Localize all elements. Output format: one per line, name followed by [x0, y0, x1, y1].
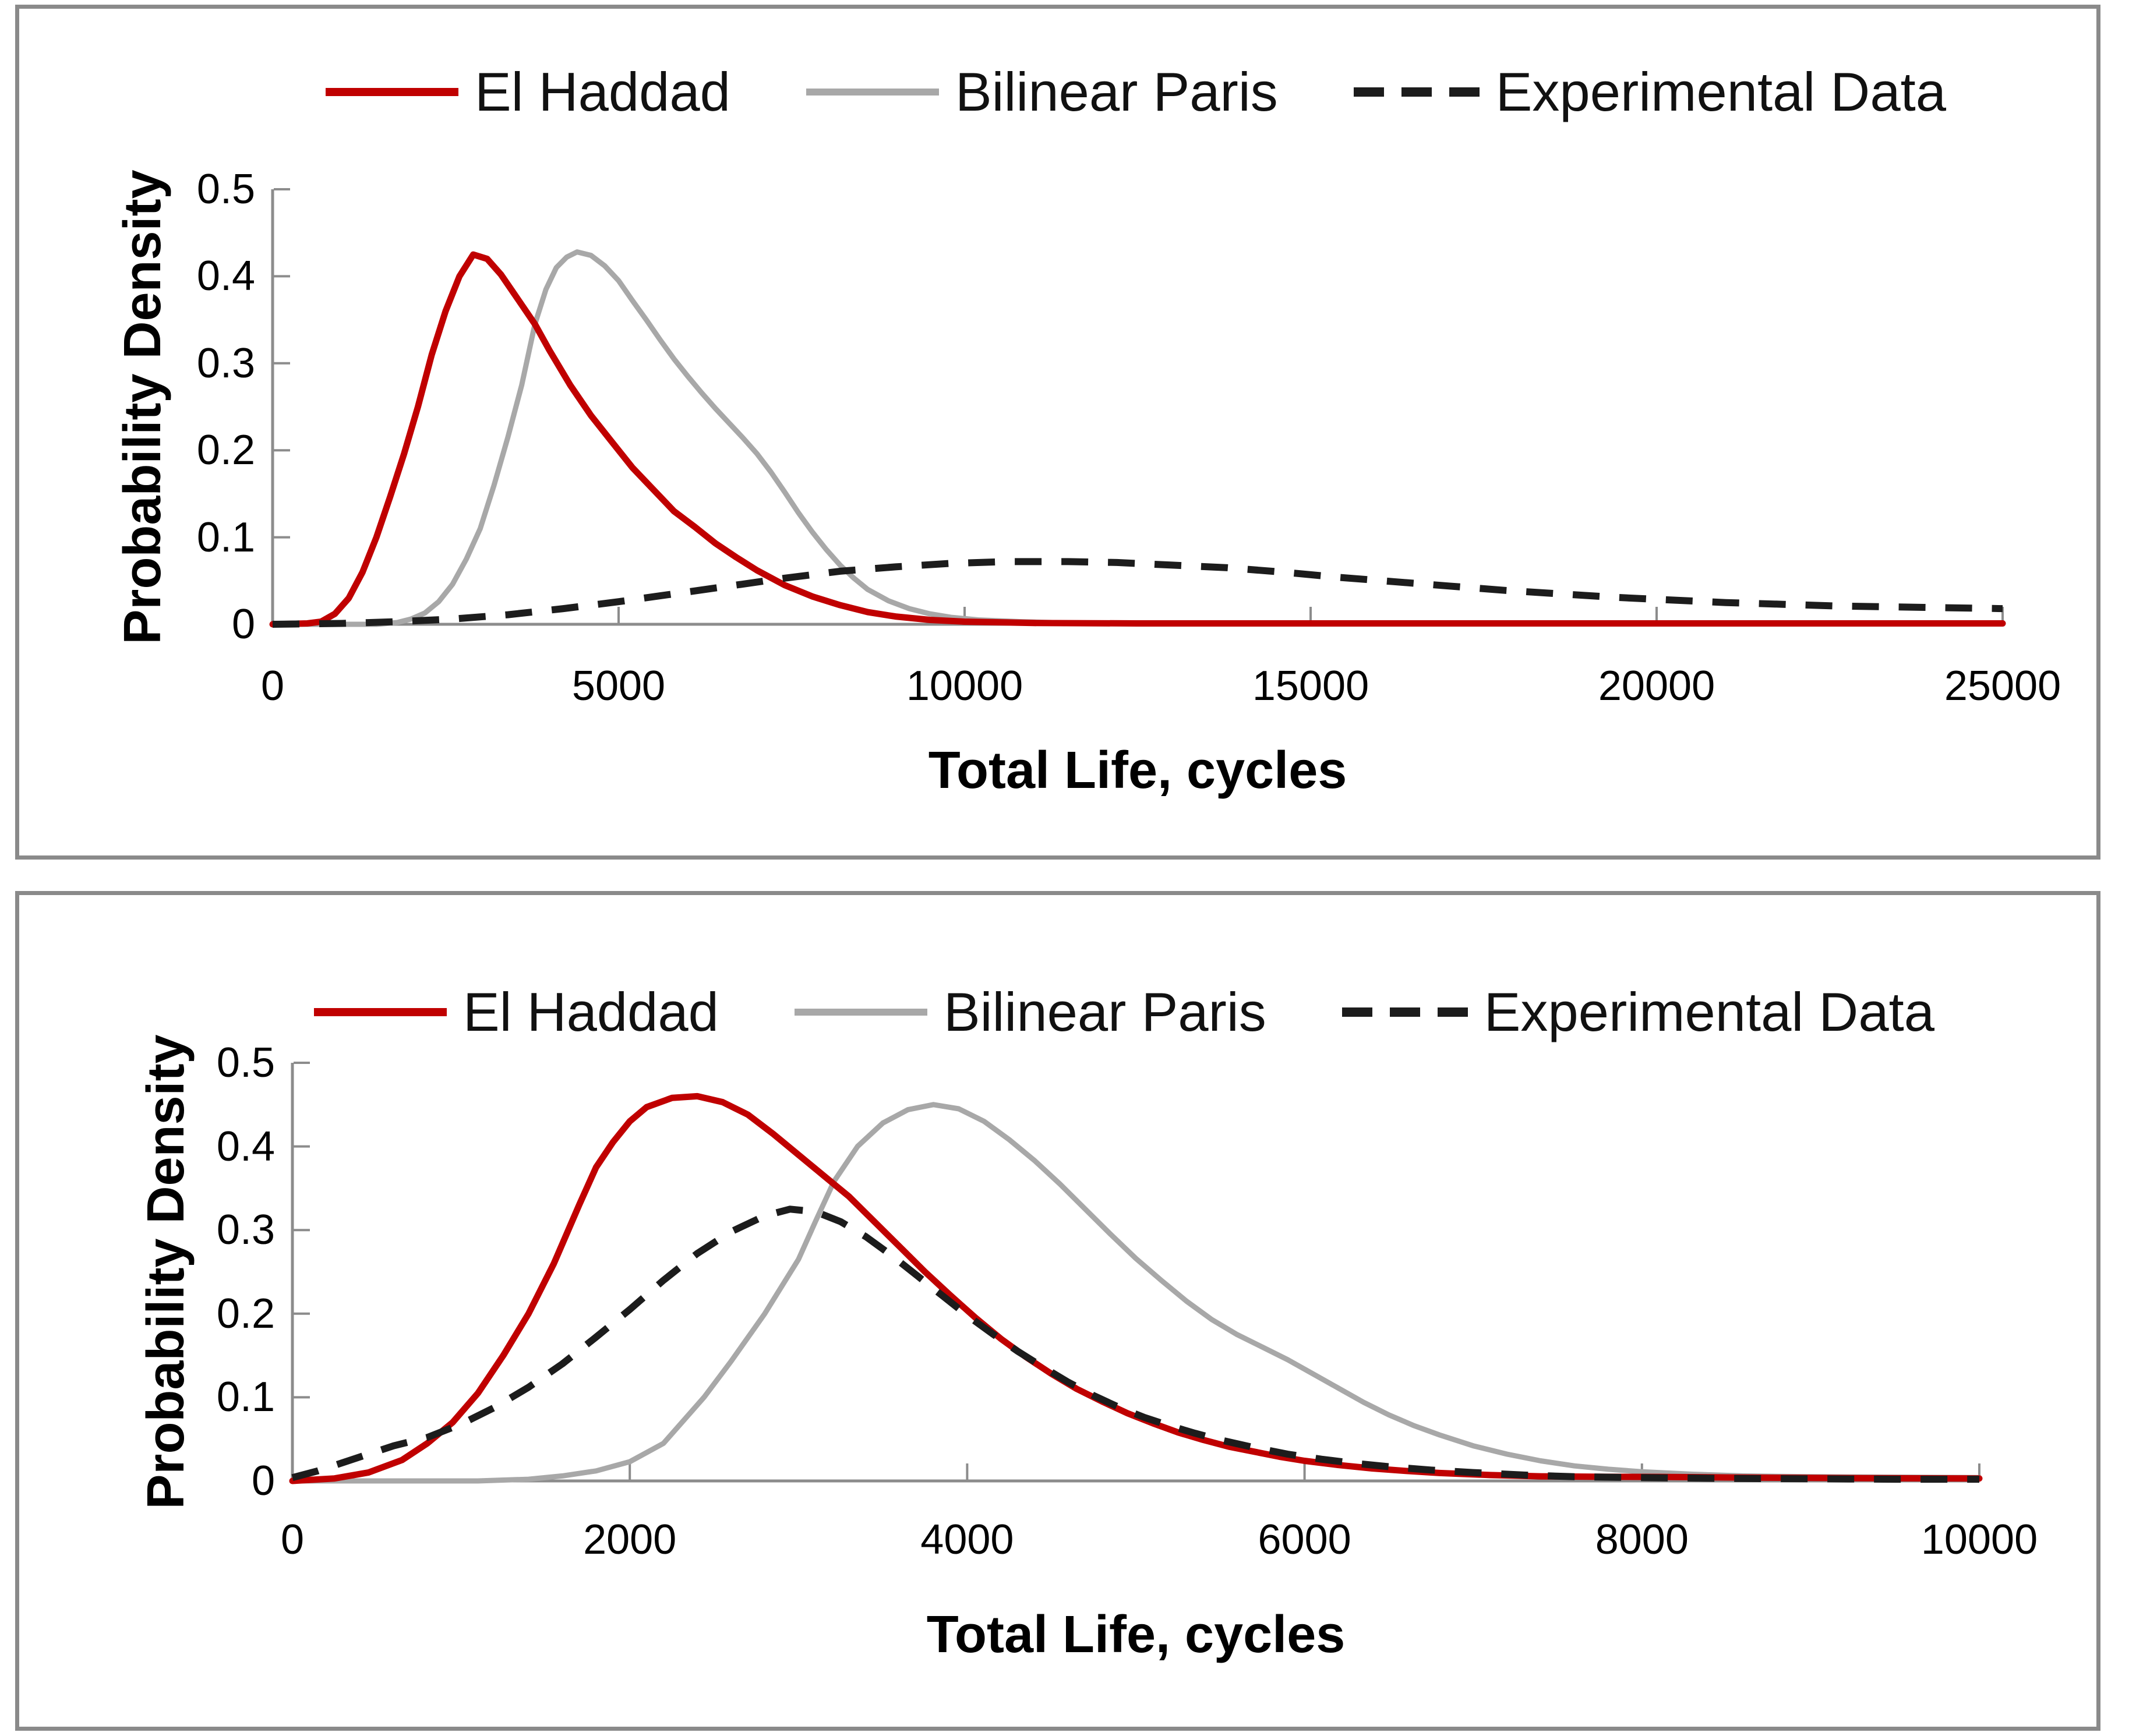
x-tick-label: 6000: [1258, 1516, 1351, 1563]
x-tick-label: 25000: [1944, 663, 2061, 709]
x-tick-label: 15000: [1252, 663, 1369, 709]
y-tick-label: 0.3: [196, 340, 255, 387]
chart-panel-top: [15, 5, 2100, 860]
experimental-data-line-sample: [1353, 87, 1480, 97]
x-tick-label: 8000: [1595, 1516, 1689, 1563]
legend-bottom-chart: El Haddad Bilinear Paris Experimental Da…: [210, 977, 2039, 1047]
legend-item-el-haddad: El Haddad: [313, 981, 719, 1044]
legend-label-el-haddad: El Haddad: [474, 61, 730, 122]
x-tick-label: 0: [260, 663, 285, 709]
legend-item-experimental-data: Experimental Data: [1341, 981, 1934, 1044]
x-tick-label: 4000: [920, 1516, 1014, 1563]
legend-label-bilinear-paris: Bilinear Paris: [943, 981, 1266, 1042]
bilinear-paris-line-sample: [794, 1009, 927, 1016]
x-tick-label: 2000: [583, 1516, 677, 1563]
x-axis-title-top-chart: Total Life, cycles: [928, 741, 1347, 800]
x-tick-label: 10000: [1920, 1516, 2038, 1563]
y-tick-label: 0.5: [216, 1040, 275, 1086]
legend-item-experimental-data: Experimental Data: [1353, 61, 1946, 123]
legend-label-bilinear-paris: Bilinear Paris: [955, 61, 1278, 122]
experimental-data-line-sample: [1341, 1007, 1468, 1017]
legend-item-el-haddad: El Haddad: [325, 61, 730, 123]
legend-item-bilinear-paris: Bilinear Paris: [794, 981, 1266, 1044]
y-tick-label: 0.4: [216, 1123, 275, 1170]
y-tick-label: 0.3: [216, 1207, 275, 1254]
legend-item-bilinear-paris: Bilinear Paris: [806, 61, 1278, 123]
x-tick-label: 0: [280, 1516, 305, 1563]
legend-label-experimental-data: Experimental Data: [1495, 61, 1946, 122]
y-tick-label: 0: [231, 601, 255, 648]
legend-top-chart: El Haddad Bilinear Paris Experimental Da…: [221, 57, 2050, 127]
x-axis-title-bottom-chart: Total Life, cycles: [926, 1606, 1346, 1664]
x-tick-label: 20000: [1598, 663, 1715, 709]
y-tick-label: 0.2: [216, 1290, 275, 1337]
x-tick-label: 10000: [906, 663, 1023, 709]
y-tick-label: 0.5: [196, 166, 255, 213]
x-tick-label: 5000: [571, 663, 666, 709]
legend-label-el-haddad: El Haddad: [463, 981, 719, 1042]
y-tick-label: 0.1: [216, 1374, 275, 1421]
y-tick-label: 0.4: [196, 253, 255, 300]
el-haddad-line-sample: [325, 88, 458, 96]
bilinear-paris-line-sample: [806, 89, 939, 96]
legend-label-experimental-data: Experimental Data: [1484, 981, 1934, 1042]
y-tick-label: 0.2: [196, 427, 255, 474]
y-tick-label: 0.1: [196, 514, 255, 561]
y-tick-label: 0: [251, 1458, 275, 1504]
el-haddad-line-sample: [313, 1008, 447, 1016]
